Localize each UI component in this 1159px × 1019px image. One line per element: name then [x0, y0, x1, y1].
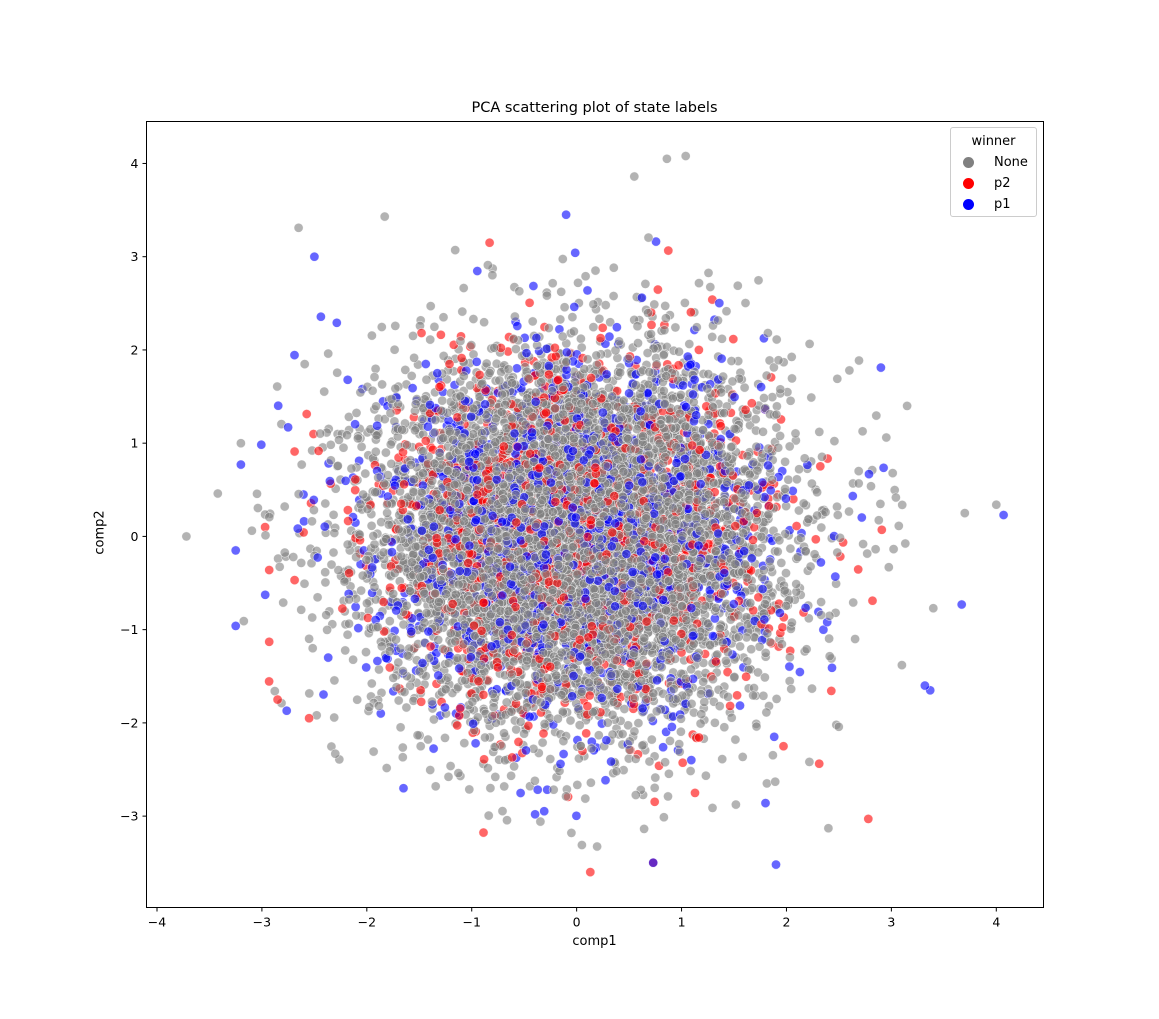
legend-label-p1: p1	[994, 196, 1011, 212]
y-axis-label: comp2	[92, 510, 108, 555]
legend-marker-none-icon	[963, 156, 974, 168]
x-axis-label: comp1	[572, 934, 617, 949]
legend-item-none: None	[963, 153, 1028, 171]
x-axis-ticks: −4 −3 −2 −1 0 1 2 3 4	[148, 907, 1000, 930]
chart-title: PCA scattering plot of state labels	[471, 100, 718, 116]
legend-label-none: None	[994, 154, 1028, 170]
legend-label-p2: p2	[994, 175, 1011, 191]
legend-marker-p2-icon	[963, 177, 974, 189]
legend-item-p2: p2	[963, 174, 1011, 192]
legend-item-p1: p1	[963, 195, 1011, 213]
scatter-points	[181, 151, 1009, 877]
legend: winner None p2 p1	[950, 127, 1037, 217]
legend-marker-p1-icon	[963, 198, 974, 210]
legend-title: winner	[971, 134, 1016, 149]
plot-frame	[146, 121, 1044, 908]
